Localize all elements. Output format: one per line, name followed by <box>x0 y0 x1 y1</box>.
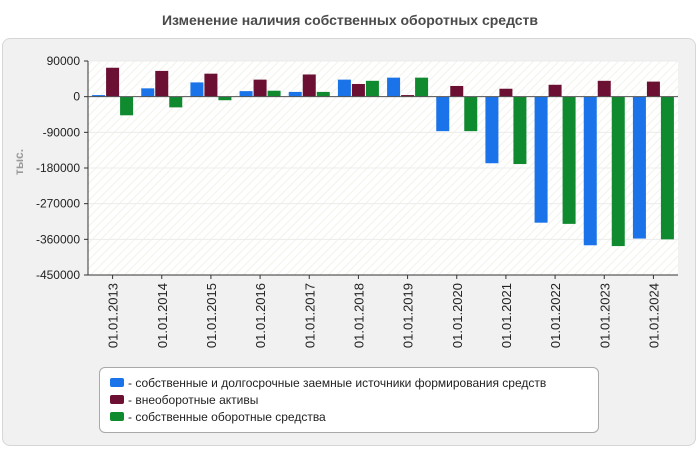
bar-series-3 <box>513 96 527 165</box>
x-tick-label: 01.01.2021 <box>499 283 514 348</box>
legend-swatch <box>110 378 124 387</box>
bar-series-3 <box>415 77 429 97</box>
legend-swatch <box>110 412 124 421</box>
bar-series-1 <box>632 96 646 239</box>
bar-series-2 <box>548 84 562 97</box>
x-tick-label: 01.01.2016 <box>253 283 268 348</box>
bar-series-3 <box>267 90 281 97</box>
bar-series-2 <box>351 83 365 97</box>
bar-series-3 <box>120 96 134 116</box>
legend-label: - собственные и долгосрочные заемные ист… <box>128 375 547 390</box>
bar-series-3 <box>218 96 232 101</box>
bar-series-1 <box>436 96 450 132</box>
x-tick-label: 01.01.2013 <box>106 283 121 348</box>
y-tick-labels: 90000 0 -90000 -180000 -270000 -360000 -450000 <box>36 54 80 282</box>
y-tick-label: -180000 <box>36 161 80 175</box>
bar-series-2 <box>302 74 316 97</box>
legend-label: - внеоборотные активы <box>128 392 259 407</box>
y-tick-label: 0 <box>73 90 80 104</box>
x-tick-label: 01.01.2023 <box>597 283 612 348</box>
chart-title: Изменение наличия собственных оборотных … <box>161 12 539 28</box>
legend-item: - внеоборотные активы <box>110 391 598 408</box>
bar-series-2 <box>106 67 120 97</box>
bar-series-2 <box>401 95 415 97</box>
bar-series-1 <box>92 95 106 97</box>
bar-series-2 <box>499 88 513 97</box>
x-tick-label: 01.01.2020 <box>450 283 465 348</box>
x-tick-label: 01.01.2022 <box>548 283 563 348</box>
legend-swatch <box>110 395 124 404</box>
bar-series-3 <box>464 96 478 132</box>
bar-series-3 <box>365 80 379 97</box>
y-tick-label: -90000 <box>43 125 81 139</box>
bar-series-1 <box>288 91 302 97</box>
y-tick-label: 90000 <box>47 54 81 68</box>
x-tick-label: 01.01.2024 <box>646 283 661 348</box>
bar-series-3 <box>611 96 625 247</box>
bars <box>92 67 674 247</box>
bar-series-3 <box>660 96 674 240</box>
x-tick-label: 01.01.2014 <box>155 283 170 348</box>
bar-series-1 <box>485 96 499 164</box>
x-tick-label: 01.01.2018 <box>351 283 366 348</box>
legend-label: - собственные оборотные средства <box>128 409 326 424</box>
bar-series-1 <box>141 88 155 97</box>
x-tick-labels: 01.01.2013 01.01.2014 01.01.2015 01.01.2016… <box>106 283 662 348</box>
x-tick-label: 01.01.2019 <box>401 283 416 348</box>
bar-series-2 <box>253 79 267 97</box>
axes <box>84 60 678 279</box>
x-tick-label: 01.01.2017 <box>302 283 317 348</box>
bar-series-2 <box>597 80 611 97</box>
bar-series-1 <box>190 82 204 97</box>
legend-item: - собственные и долгосрочные заемные ист… <box>110 374 598 391</box>
y-tick-label: -450000 <box>36 268 80 282</box>
legend-item: - собственные оборотные средства <box>110 408 598 425</box>
y-tick-label: -270000 <box>36 197 80 211</box>
x-tick-label: 01.01.2015 <box>204 283 219 348</box>
bar-series-2 <box>204 73 218 97</box>
bar-series-1 <box>387 77 401 97</box>
bar-series-2 <box>450 85 464 97</box>
bar-series-2 <box>155 70 169 97</box>
bar-series-1 <box>534 96 548 223</box>
y-axis-label: тыс. <box>12 149 26 175</box>
bar-series-1 <box>337 79 351 97</box>
bar-series-3 <box>169 96 183 108</box>
bar-series-2 <box>646 81 660 97</box>
y-tick-label: -360000 <box>36 232 80 246</box>
bar-series-1 <box>239 91 253 97</box>
bar-series-1 <box>583 96 597 246</box>
bar-series-3 <box>562 96 576 224</box>
legend: - собственные и долгосрочные заемные ист… <box>99 367 599 433</box>
bar-series-3 <box>316 91 330 97</box>
